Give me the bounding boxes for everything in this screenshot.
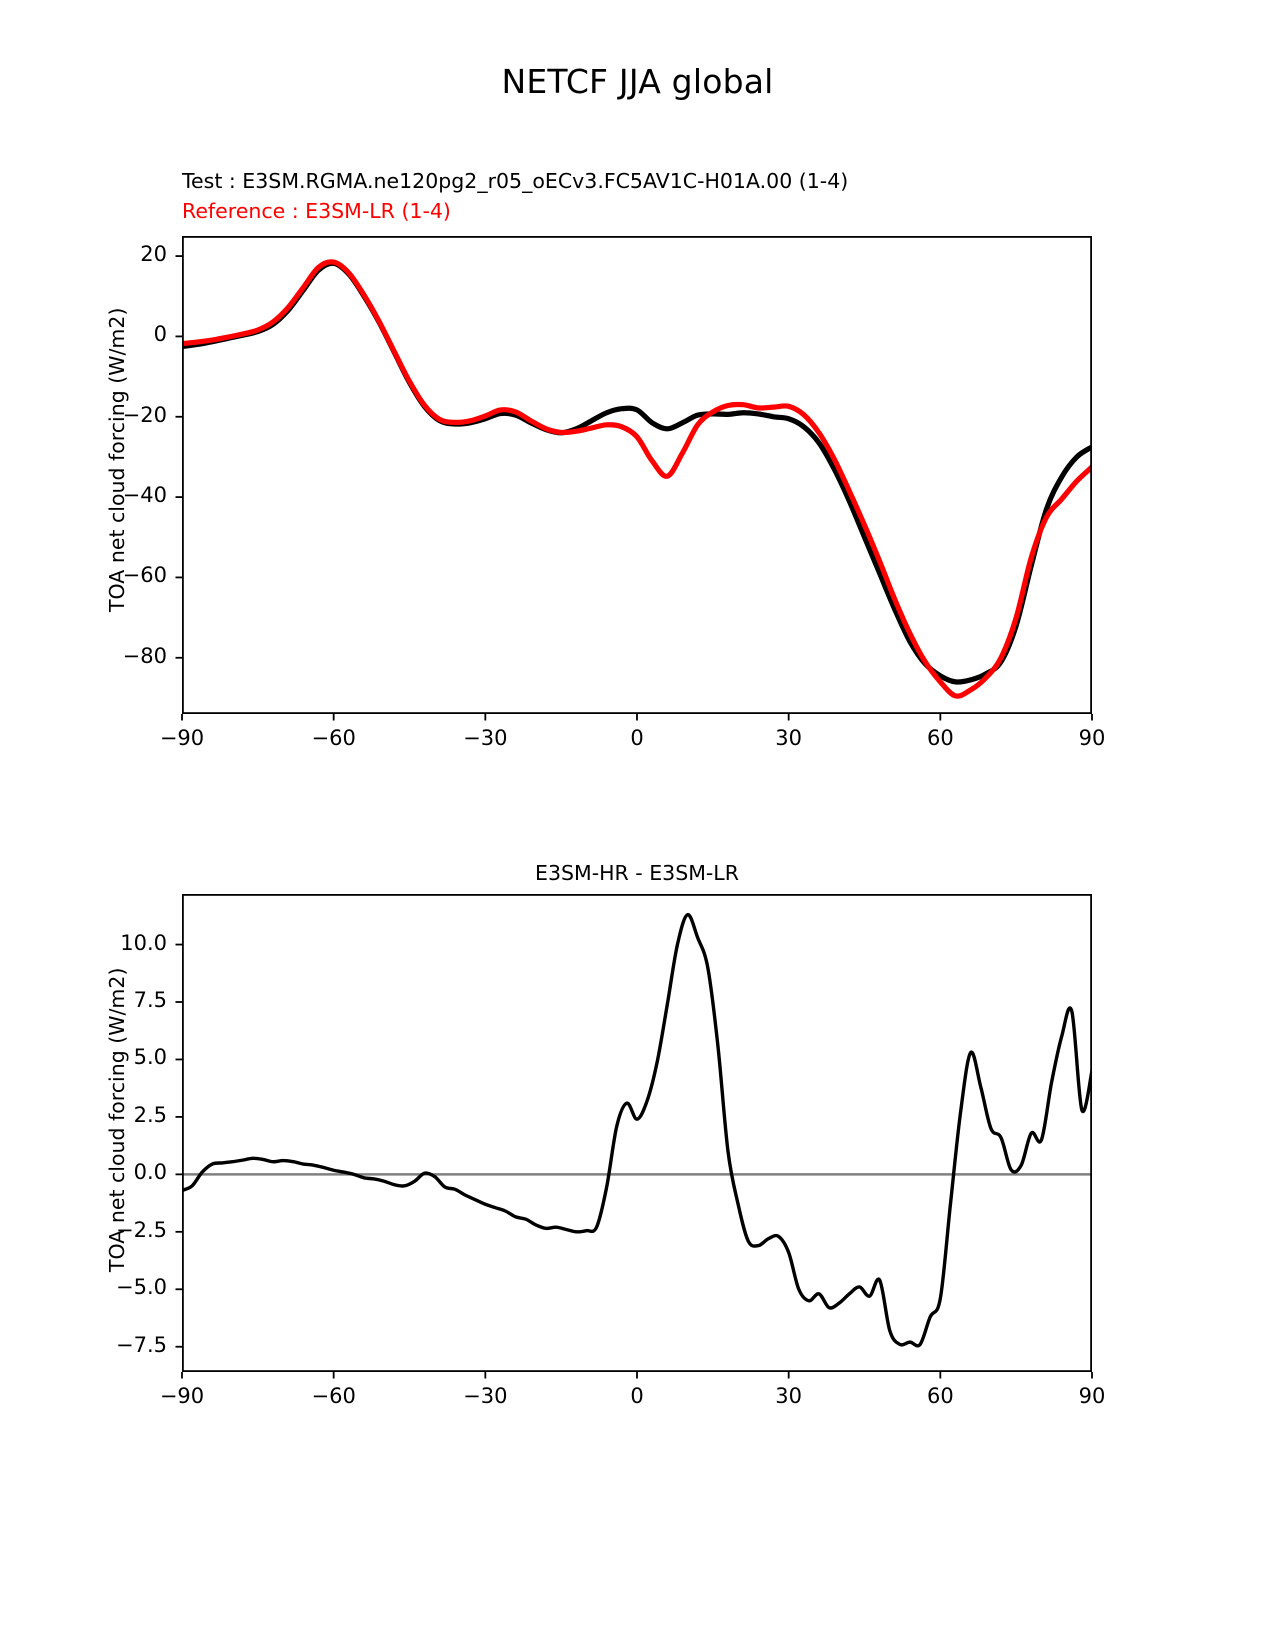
legend-annotation: Test : E3SM.RGMA.ne120pg2_r05_oECv3.FC5A… <box>182 166 848 226</box>
xtick-label: 30 <box>775 1384 803 1408</box>
ytick-label: −2.5 <box>116 1217 167 1242</box>
ytick-label: −60 <box>122 563 167 588</box>
ytick-label: −20 <box>122 402 167 427</box>
top-panel-plot-area <box>175 235 1093 721</box>
ytick-label: 10.0 <box>120 930 167 955</box>
legend-reference-label: Reference : E3SM-LR (1-4) <box>182 199 451 223</box>
ytick-label: −7.5 <box>116 1332 167 1357</box>
ytick-label: 5.0 <box>133 1045 167 1070</box>
xtick-label: 30 <box>775 726 803 750</box>
bottom-panel-axes <box>175 893 1093 1379</box>
xtick-label: 90 <box>1078 726 1106 750</box>
ytick-label: 2.5 <box>133 1102 167 1127</box>
top-panel-axes <box>175 235 1093 721</box>
xtick-label: −90 <box>159 726 205 750</box>
bottom-panel-plot-area <box>175 893 1093 1379</box>
ytick-label: 20 <box>140 242 167 267</box>
xtick-label: 90 <box>1078 1384 1106 1408</box>
ytick-label: 7.5 <box>133 988 167 1012</box>
xtick-label: −60 <box>311 726 356 750</box>
ytick-label: −40 <box>122 483 167 508</box>
ytick-label: −80 <box>122 643 167 668</box>
ytick-label: 0.0 <box>133 1160 167 1185</box>
xtick-label: −30 <box>463 726 508 750</box>
xtick-label: −60 <box>311 1384 356 1408</box>
xtick-label: 60 <box>926 1384 954 1408</box>
legend-test-label: Test : E3SM.RGMA.ne120pg2_r05_oECv3.FC5A… <box>182 169 849 193</box>
xtick-label: −90 <box>159 1384 205 1408</box>
xtick-label: 0 <box>630 726 644 750</box>
xtick-label: −30 <box>463 1384 508 1408</box>
ytick-label: 0 <box>153 322 167 347</box>
bottom-panel-title: E3SM-HR - E3SM-LR <box>535 861 739 885</box>
figure-suptitle: NETCF JJA global <box>501 62 774 101</box>
xtick-label: 60 <box>926 726 954 750</box>
xtick-label: 0 <box>630 1384 644 1408</box>
ytick-label: −5.0 <box>116 1275 167 1300</box>
